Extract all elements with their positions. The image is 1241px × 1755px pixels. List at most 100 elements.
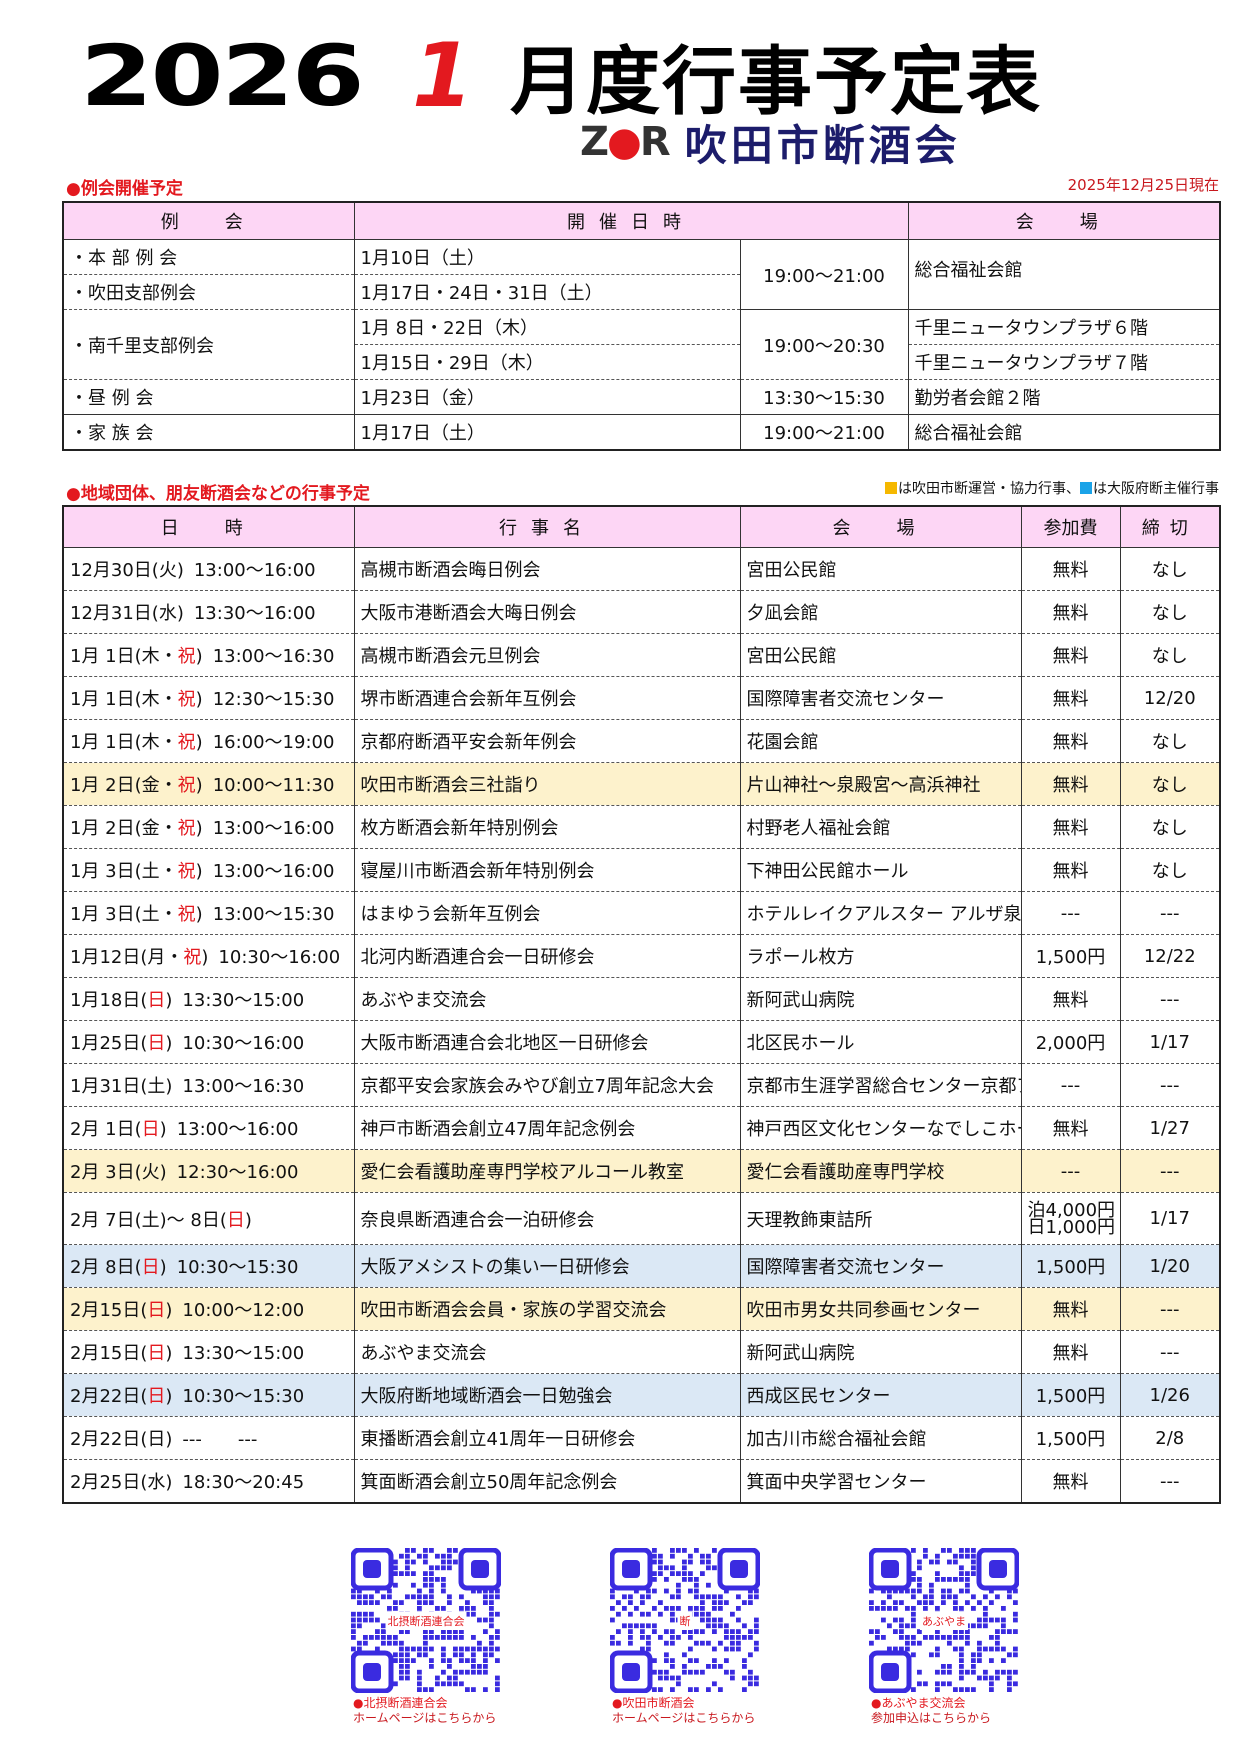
event-venue: 新阿武山病院: [739, 977, 1022, 1021]
event-fee: 無料: [1020, 1330, 1121, 1374]
col-header: 締切: [1119, 505, 1221, 548]
table-row: 12月30日(火) 13:00～16:00 高槻市断酒会晦日例会 宮田公民館 無料 なし: [62, 547, 1221, 591]
event-name: はまゆう会新年互例会: [353, 891, 741, 935]
holiday-mark: 祝: [177, 861, 196, 882]
event-time: 16:00～19:00: [212, 732, 335, 753]
event-name: 神戸市断酒会創立47周年記念例会: [353, 1106, 741, 1150]
event-name: 北河内断酒連合会一日研修会: [353, 934, 741, 978]
event-date: 2月 1日(: [70, 1119, 142, 1140]
event-fee: 無料: [1020, 633, 1121, 677]
event-deadline: なし: [1119, 547, 1221, 591]
event-venue: 国際障害者交流センター: [739, 1244, 1022, 1288]
table-row: 2月25日(水) 18:30～20:45 箕面断酒会創立50周年記念例会 箕面中央学習…: [62, 1459, 1221, 1504]
meeting-name: ・吹田支部例会: [62, 274, 355, 310]
event-venue: 愛仁会看護助産専門学校: [739, 1149, 1022, 1193]
event-deadline: なし: [1119, 805, 1221, 849]
event-venue: 花園会館: [739, 719, 1022, 763]
table-row: 1月 1日(木・祝) 12:30～15:30 堺市断酒連合会新年互例会 国際障害者交流…: [62, 676, 1221, 720]
qr-code-image: [351, 1548, 501, 1693]
event-time: 10:30～15:30: [176, 1257, 299, 1278]
qr-caption-title: ●北摂断酒連合会: [353, 1696, 448, 1710]
event-name: 堺市断酒連合会新年互例会: [353, 676, 741, 720]
event-name: 東播断酒会創立41周年一日研修会: [353, 1416, 741, 1460]
event-datetime: 1月 2日(金・祝) 13:00～16:00: [62, 805, 355, 849]
event-datetime: 2月22日(日) --- ---: [62, 1416, 355, 1460]
event-fee: 1,500円: [1020, 1416, 1121, 1460]
event-deadline: 12/22: [1119, 934, 1221, 978]
title-text: 月度行事予定表: [510, 39, 1042, 125]
event-fee: 無料: [1020, 590, 1121, 634]
qr-code-image: [610, 1548, 760, 1693]
event-date: 1月25日(: [70, 1033, 148, 1054]
meeting-date: 1月10日（土）: [353, 239, 741, 275]
event-deadline: ---: [1119, 1063, 1221, 1107]
page-title: 2026 1 月度行事予定表: [80, 24, 1042, 127]
event-date: 2月 7日(土)～ 8日(: [70, 1209, 227, 1231]
meeting-name: ・昼 例 会: [62, 379, 355, 415]
event-fee: 1,500円: [1020, 1373, 1121, 1417]
table-row: ・南千里支部例会 1月 8日・22日（木） 19:00～20:30 千里ニュータ…: [62, 309, 1221, 380]
organization: Z●R 吹田市断酒会: [580, 118, 961, 170]
event-venue: 下神田公民館ホール: [739, 848, 1022, 892]
event-date-close: ): [165, 1033, 173, 1054]
event-datetime: 2月15日(日) 10:00～12:00: [62, 1287, 355, 1331]
event-name: 愛仁会看護助産専門学校アルコール教室: [353, 1149, 741, 1193]
event-fee: 無料: [1020, 762, 1121, 806]
event-venue: 宮田公民館: [739, 633, 1022, 677]
events-section-label: ●地域団体、朋友断酒会などの行事予定: [66, 484, 370, 504]
event-time: 13:00～16:00: [176, 1119, 299, 1140]
event-fee: 1,500円: [1020, 1244, 1121, 1288]
event-time: 13:00～16:30: [182, 1076, 305, 1097]
qr-code[interactable]: 断: [610, 1548, 760, 1693]
table-row: 1月 1日(木・祝) 13:00～16:30 高槻市断酒会元旦例会 宮田公民館 無料 なし: [62, 633, 1221, 677]
meeting-date: 1月15日・29日（木）: [353, 344, 741, 380]
event-datetime: 1月 3日(土・祝) 13:00～16:00: [62, 848, 355, 892]
col-header: 日 時: [62, 505, 355, 548]
meeting-time: 19:00～21:00: [739, 239, 909, 310]
fee-line: 日1,000円: [1027, 1216, 1116, 1238]
event-venue: 北区民ホール: [739, 1020, 1022, 1064]
event-name: 京都平安会家族会みやび創立7周年記念大会: [353, 1063, 741, 1107]
event-deadline: 1/20: [1119, 1244, 1221, 1288]
event-venue: 吹田市男女共同参画センター: [739, 1287, 1022, 1331]
event-venue: ホテルレイクアルスター アルザ泉大津: [739, 891, 1022, 935]
event-date-close: ): [195, 904, 203, 925]
meeting-time: 19:00～20:30: [739, 309, 909, 380]
event-date: 2月15日(: [70, 1343, 148, 1364]
event-time: 10:30～16:00: [182, 1033, 305, 1054]
event-name: 京都府断酒平安会新年例会: [353, 719, 741, 763]
event-datetime: 1月12日(月・祝) 10:30～16:00: [62, 934, 355, 978]
blue-square-icon: [1080, 482, 1092, 494]
qr-caption-text: 参加申込はこちらから: [871, 1711, 992, 1725]
event-fee: 無料: [1020, 805, 1121, 849]
table-row: 1月 1日(木・祝) 16:00～19:00 京都府断酒平安会新年例会 花園会館 無料な…: [62, 719, 1221, 763]
event-time: 13:30～16:00: [193, 603, 316, 624]
event-name: 寝屋川市断酒会新年特別例会: [353, 848, 741, 892]
event-date-close: ): [195, 861, 203, 882]
event-date-close: ): [201, 947, 209, 968]
event-date: 1月 3日(土・: [70, 861, 178, 882]
table-row: 1月 2日(金・祝) 13:00～16:00 枚方断酒会新年特別例会 村野老人福祉会館…: [62, 805, 1221, 849]
qr-code[interactable]: 北摂断酒連合会: [351, 1548, 501, 1693]
event-deadline: ---: [1119, 1149, 1221, 1193]
event-name: あぶやま交流会: [353, 1330, 741, 1374]
meeting-name: ・本 部 例 会: [62, 239, 355, 275]
event-name: 箕面断酒会創立50周年記念例会: [353, 1459, 741, 1504]
event-datetime: 12月31日(水) 13:30～16:00: [62, 590, 355, 634]
event-name: 大阪アメシストの集い一日研修会: [353, 1244, 741, 1288]
event-date: 1月12日(月・: [70, 947, 184, 968]
event-date: 2月22日(: [70, 1386, 148, 1407]
table-row: 2月 8日(日) 10:30～15:30 大阪アメシストの集い一日研修会 国際障害者交…: [62, 1244, 1221, 1288]
holiday-mark: 日: [147, 1386, 166, 1407]
event-fee: ---: [1020, 891, 1121, 935]
qr-code[interactable]: あぶやま: [869, 1548, 1019, 1693]
event-time: 13:00～16:00: [212, 861, 335, 882]
event-fee: 無料: [1020, 676, 1121, 720]
table-row: 1月 3日(土・祝) 13:00～16:00 寝屋川市断酒会新年特別例会 下神田公民館…: [62, 848, 1221, 892]
holiday-mark: 日: [147, 1033, 166, 1054]
event-name: 高槻市断酒会晦日例会: [353, 547, 741, 591]
event-date-close: ): [165, 1300, 173, 1321]
event-venue: 天理教飾東詰所: [739, 1192, 1022, 1245]
event-datetime: 1月 1日(木・祝) 16:00～19:00: [62, 719, 355, 763]
event-deadline: ---: [1119, 1287, 1221, 1331]
